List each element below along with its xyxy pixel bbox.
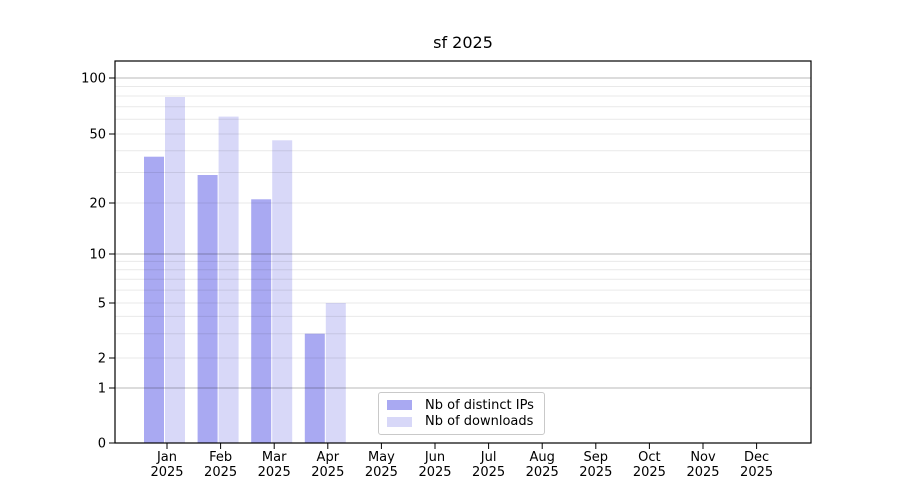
y-tick-label: 1 [98,382,106,397]
legend-swatch-distinct-ips [387,400,412,411]
legend-label-downloads: Nb of downloads [425,414,534,430]
x-tick-label-year: 2025 [579,465,612,480]
x-tick-label-month: Jul [480,450,497,465]
bar-downloads-jan [165,97,185,443]
y-tick-label: 0 [98,437,106,452]
x-tick-label-month: Apr [317,450,340,465]
x-tick-label-month: Jun [424,450,445,465]
bar-distinct-ips-jan [144,156,164,443]
x-tick-label-year: 2025 [633,465,666,480]
y-tick-label: 5 [98,297,106,312]
x-tick-label-month: Aug [530,450,555,465]
x-tick-label-year: 2025 [150,465,183,480]
bar-distinct-ips-mar [251,199,272,443]
legend: Nb of distinct IPs Nb of downloads [378,392,545,435]
x-tick-label-year: 2025 [686,465,719,480]
y-tick-label: 50 [89,128,106,143]
x-tick-label-month: Mar [262,450,287,465]
bar-downloads-mar [272,140,293,444]
x-tick-label-month: Sep [584,450,609,465]
y-tick-label: 10 [89,248,106,263]
chart-title: sf 2025 [433,33,493,52]
legend-item-distinct-ips: Nb of distinct IPs [387,397,536,414]
legend-item-downloads: Nb of downloads [387,414,536,431]
x-tick-label-year: 2025 [311,465,344,480]
y-tick-label: 100 [81,72,106,87]
x-tick-label-month: Feb [209,450,232,465]
x-tick-label-month: May [368,450,395,465]
bar-downloads-apr [325,303,346,443]
x-tick-label-month: Nov [690,450,716,465]
y-tick-label: 2 [98,352,106,367]
legend-swatch-downloads [387,416,412,427]
x-tick-label-year: 2025 [472,465,505,480]
bar-downloads-feb [218,116,239,443]
bar-distinct-ips-apr [304,333,325,443]
x-tick-label-year: 2025 [740,465,773,480]
x-tick-label-year: 2025 [418,465,451,480]
x-tick-label-year: 2025 [204,465,237,480]
x-tick-label-month: Dec [744,450,769,465]
x-tick-label-year: 2025 [526,465,559,480]
x-tick-label-year: 2025 [365,465,398,480]
axes-spines [114,60,812,444]
x-tick-label-month: Jan [156,450,177,465]
x-tick-label-month: Oct [638,450,660,465]
legend-label-distinct-ips: Nb of distinct IPs [425,397,534,413]
y-tick-label: 20 [89,197,106,212]
x-tick-label-year: 2025 [258,465,291,480]
bar-distinct-ips-feb [197,175,218,443]
